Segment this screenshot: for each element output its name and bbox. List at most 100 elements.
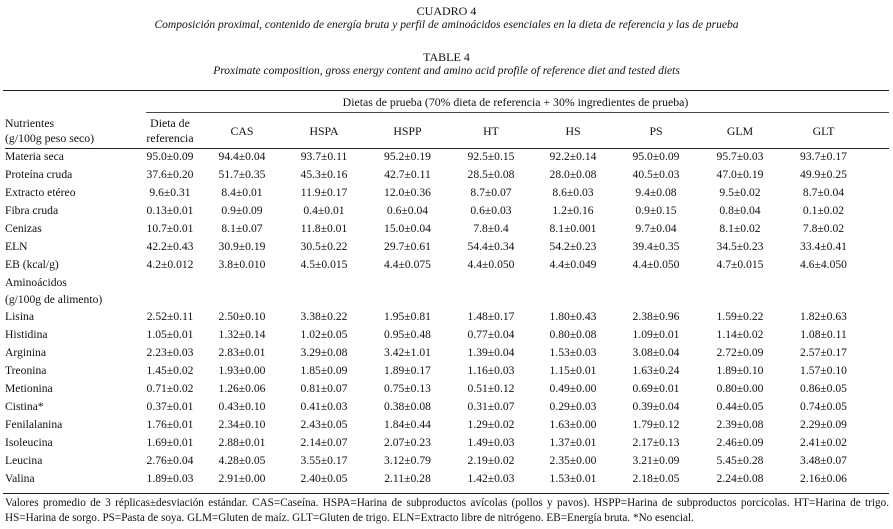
section-header-row: (g/100g de alimento): [5, 291, 865, 308]
table-cell: 0.31±0.07: [467, 400, 515, 413]
table-cell: 3.42±1.01: [384, 346, 431, 359]
table-cell: 2.14±0.07: [300, 436, 348, 449]
table-cell: 0.37±0.01: [146, 400, 194, 413]
section-header-row: Aminoácidos: [5, 274, 865, 291]
table-cell: 2.23±0.03: [146, 346, 194, 359]
table-cell: 0.49±0.00: [549, 382, 597, 395]
table-cell: 3.29±0.08: [300, 346, 348, 359]
table-cell: 7.8±0.02: [802, 222, 845, 235]
table-cell: 1.08±0.11: [800, 328, 847, 341]
table-cell: 4.28±0.05: [218, 454, 266, 467]
row-label: EB (kcal/g): [5, 258, 59, 271]
table-label-en: TABLE 4: [423, 50, 470, 64]
table-cell: 1.57±0.10: [800, 364, 847, 377]
table-cell: [365, 291, 450, 308]
table-cell: 3.38±0.22: [300, 310, 348, 323]
row-label: Histidina: [5, 328, 48, 341]
table-cell: 0.75±0.13: [384, 382, 431, 395]
table-cell: 0.4±0.01: [303, 204, 345, 217]
table-cell: 92.5±0.15: [467, 150, 515, 163]
row-header-line-1: Nutrientes: [5, 116, 55, 130]
table-cell: 45.3±0.16: [300, 168, 348, 181]
table-cell: 2.35±0.00: [549, 454, 597, 467]
table-cell: 0.51±0.12: [467, 382, 515, 395]
column-header: PS: [649, 124, 663, 138]
column-header: HT: [483, 124, 499, 138]
table-cell: 1.45±0.02: [146, 364, 194, 377]
table-cell: 0.1±0.02: [802, 204, 845, 217]
table-cell: 7.8±0.4: [473, 222, 509, 235]
table-cell: 1.76±0.01: [146, 418, 194, 431]
table-cell: [283, 274, 365, 291]
table-cell: 1.95±0.81: [384, 310, 431, 323]
table-cell: [782, 274, 865, 291]
row-label: Arginina: [5, 346, 47, 359]
table-cell: 1.26±0.06: [218, 382, 266, 395]
table-cell: 1.53±0.03: [549, 346, 597, 359]
composition-table: Materia seca 95.0±0.09 94.4±0.04 93.7±0.11 9…: [5, 148, 865, 488]
table-row: ELN 42.2±0.43 30.9±0.19 30.5±0.22 29.7±0.61 5…: [5, 238, 865, 256]
table-cell: 42.2±0.43: [146, 240, 194, 253]
row-label: Lisina: [5, 310, 34, 323]
table-cell: 34.5±0.23: [716, 240, 764, 253]
table-cell: 1.89±0.10: [716, 364, 764, 377]
table-cell: 2.07±0.23: [384, 436, 431, 449]
table-cell: 29.7±0.61: [384, 240, 431, 253]
table-top-rule: [3, 90, 889, 91]
table-cell: 2.43±0.05: [300, 418, 348, 431]
table-cell: 8.1±0.001: [549, 222, 597, 235]
table-cell: 93.7±0.17: [800, 150, 847, 163]
table-cell: 95.7±0.03: [716, 150, 764, 163]
table-cell: [139, 291, 201, 308]
table-cell: 2.83±0.01: [218, 346, 266, 359]
table-cell: 2.88±0.01: [218, 436, 266, 449]
table-cell: [201, 274, 283, 291]
table-row: Fenilalanina 1.76±0.01 2.34±0.10 2.43±0.05 1…: [5, 416, 865, 434]
table-cell: 1.48±0.17: [467, 310, 515, 323]
table-cell: 2.38±0.96: [632, 310, 680, 323]
table-cell: 4.4±0.075: [384, 258, 431, 271]
table-cell: 49.9±0.25: [800, 168, 847, 181]
table-cell: 95.0±0.09: [146, 150, 194, 163]
table-cell: 15.0±0.04: [384, 222, 431, 235]
table-cell: 10.7±0.01: [146, 222, 194, 235]
table-cell: 1.05±0.01: [146, 328, 194, 341]
table-cell: 1.85±0.09: [300, 364, 348, 377]
column-header: HS: [565, 124, 581, 138]
table-cell: 51.7±0.35: [218, 168, 266, 181]
table-cell: 2.11±0.28: [384, 472, 431, 485]
table-cell: 2.24±0.08: [716, 472, 764, 485]
table-cell: [532, 291, 614, 308]
column-header: Dieta de: [150, 116, 190, 130]
table-row: Treonina 1.45±0.02 1.93±0.00 1.85±0.09 1.89±…: [5, 362, 865, 380]
table-cell: [450, 291, 532, 308]
table-cell: 95.0±0.09: [632, 150, 680, 163]
table-cell: 0.71±0.02: [146, 382, 194, 395]
table-cell: 28.0±0.08: [549, 168, 597, 181]
table-row: Arginina 2.23±0.03 2.83±0.01 3.29±0.08 3.42±…: [5, 344, 865, 362]
table-cell: 0.44±0.05: [716, 400, 764, 413]
table-cell: 1.69±0.01: [146, 436, 194, 449]
table-cell: 4.5±0.015: [300, 258, 348, 271]
table-cell: [698, 291, 782, 308]
table-cell: 2.52±0.11: [146, 310, 194, 323]
table-cell: 2.72±0.09: [716, 346, 764, 359]
table-row: Lisina 2.52±0.11 2.50±0.10 3.38±0.22 1.95±0.…: [5, 308, 865, 326]
table-cell: 1.16±0.03: [467, 364, 515, 377]
table-row: Leucina 2.76±0.04 4.28±0.05 3.55±0.17 3.12±0…: [5, 452, 865, 470]
table-cell: 1.39±0.04: [467, 346, 515, 359]
table-cell: 2.29±0.09: [800, 418, 847, 431]
test-diets-group-header: Dietas de prueba (70% dieta de referenci…: [342, 95, 689, 109]
column-header: GLT: [812, 124, 835, 138]
table-cell: 0.81±0.07: [300, 382, 348, 395]
table-cell: 0.39±0.04: [632, 400, 680, 413]
table-cell: 0.8±0.04: [719, 204, 761, 217]
row-label: Fenilalanina: [5, 418, 63, 431]
table-cell: 8.6±0.03: [552, 186, 594, 199]
table-cell: [283, 291, 365, 308]
table-cell: 2.16±0.06: [800, 472, 847, 485]
table-cell: 28.5±0.08: [467, 168, 515, 181]
table-cell: 47.0±0.19: [716, 168, 764, 181]
table-row: Metionina 0.71±0.02 1.26±0.06 0.81±0.07 0.75…: [5, 380, 865, 398]
